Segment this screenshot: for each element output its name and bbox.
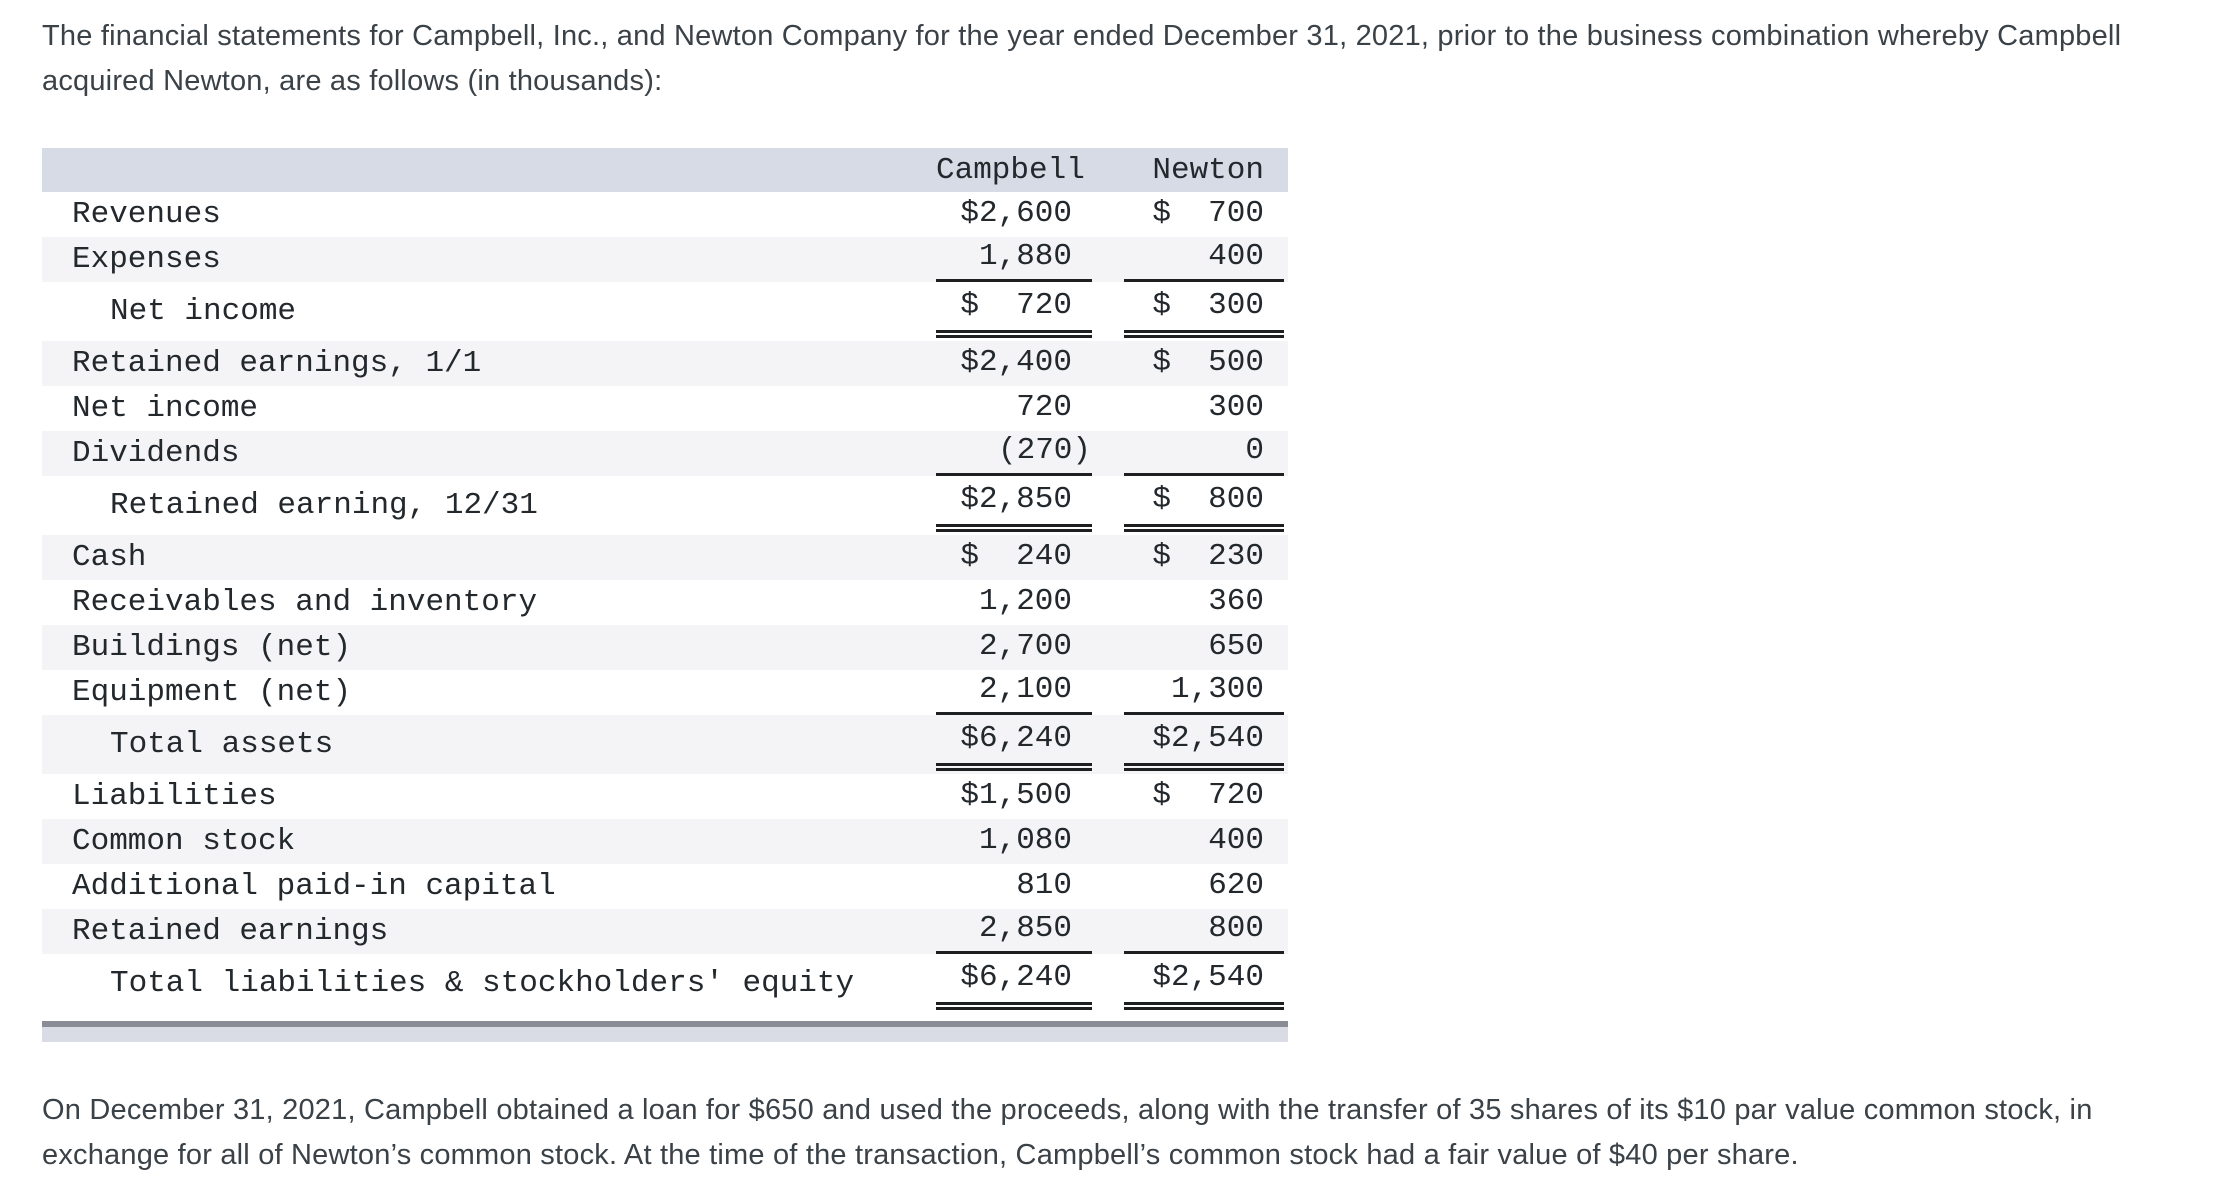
newton-value: 400 (1124, 237, 1284, 282)
newton-value: $ 300 (1124, 286, 1284, 338)
row-label: Total assets (110, 727, 334, 762)
table-row: Buildings (net) 2,700 650 (42, 625, 1288, 670)
campbell-value: $1,500 (960, 777, 1072, 813)
campbell-value: 1,080 (978, 822, 1072, 858)
row-label: Retained earnings (72, 914, 389, 949)
table-row: Retained earnings 2,850 800 (42, 909, 1288, 954)
newton-value: 650 (1208, 628, 1264, 664)
newton-value: 0 (1124, 431, 1284, 476)
table-body: Revenues $2,600 $ 700 Expenses 1,880 400… (42, 192, 1288, 1013)
column-header-newton: Newton (1152, 152, 1264, 188)
row-label: Additional paid-in capital (72, 869, 556, 904)
campbell-value: (270) (936, 431, 1092, 476)
row-label: Revenues (72, 197, 221, 232)
row-label: Retained earning, 12/31 (110, 488, 538, 523)
campbell-value: $6,240 (936, 958, 1092, 1010)
row-label: Expenses (72, 242, 221, 277)
table-row: Net income 720 300 (42, 386, 1288, 431)
newton-value: 800 (1124, 909, 1284, 954)
table-row: Dividends (270) 0 (42, 431, 1288, 476)
intro-paragraph: The financial statements for Campbell, I… (42, 20, 2122, 97)
table-row: Retained earning, 12/31 $2,850 $ 800 (42, 476, 1288, 535)
table-row: Total liabilities & stockholders' equity… (42, 954, 1288, 1013)
table-row: Net income $ 720 $ 300 (42, 282, 1288, 341)
newton-value: 300 (1208, 389, 1264, 425)
newton-value: 1,300 (1124, 670, 1284, 715)
row-label: Receivables and inventory (72, 585, 538, 620)
campbell-value: 1,200 (978, 583, 1072, 619)
table-row: Total assets $6,240 $2,540 (42, 715, 1288, 774)
newton-value: $ 500 (1152, 344, 1264, 380)
table-row: Additional paid-in capital 810 620 (42, 864, 1288, 909)
table-row: Cash $ 240 $ 230 (42, 535, 1288, 580)
scrollbar-thumb[interactable] (42, 1021, 1288, 1027)
row-label: Equipment (net) (72, 675, 352, 710)
table-row: Equipment (net) 2,100 1,300 (42, 670, 1288, 715)
row-label: Cash (72, 540, 147, 575)
row-label: Dividends (72, 436, 240, 471)
campbell-value: $2,600 (960, 195, 1072, 231)
row-label: Liabilities (72, 779, 277, 814)
table-row: Liabilities $1,500 $ 720 (42, 774, 1288, 819)
campbell-value: $ 240 (960, 538, 1072, 574)
campbell-value: $2,400 (960, 344, 1072, 380)
financial-statements-table: Campbell Newton Revenues $2,600 $ 700 Ex… (42, 148, 1288, 1042)
newton-value: $2,540 (1124, 958, 1284, 1010)
newton-value: 620 (1208, 867, 1264, 903)
newton-value: 400 (1208, 822, 1264, 858)
campbell-value: 2,850 (936, 909, 1092, 954)
row-label: Common stock (72, 824, 296, 859)
table-row: Revenues $2,600 $ 700 (42, 192, 1288, 237)
newton-value: $ 700 (1152, 195, 1264, 231)
row-label: Total liabilities & stockholders' equity (110, 966, 855, 1001)
footnote-paragraph: On December 31, 2021, Campbell obtained … (42, 1094, 2093, 1171)
newton-value: $ 230 (1152, 538, 1264, 574)
campbell-value: $2,850 (936, 480, 1092, 532)
campbell-value: $ 720 (936, 286, 1092, 338)
table-row: Common stock 1,080 400 (42, 819, 1288, 864)
newton-value: $ 800 (1124, 480, 1284, 532)
table-row: Retained earnings, 1/1 $2,400 $ 500 (42, 341, 1288, 386)
column-header-campbell: Campbell (936, 152, 1085, 188)
row-label: Retained earnings, 1/1 (72, 346, 482, 381)
table-row: Expenses 1,880 400 (42, 237, 1288, 282)
row-label: Net income (110, 294, 297, 329)
campbell-value: $6,240 (936, 719, 1092, 771)
newton-value: $2,540 (1124, 719, 1284, 771)
table-row: Receivables and inventory 1,200 360 (42, 580, 1288, 625)
newton-value: $ 720 (1152, 777, 1264, 813)
campbell-value: 2,100 (936, 670, 1092, 715)
campbell-value: 720 (1016, 389, 1072, 425)
newton-value: 360 (1208, 583, 1264, 619)
horizontal-scrollbar[interactable] (42, 1021, 1288, 1042)
campbell-value: 810 (1016, 867, 1072, 903)
campbell-value: 2,700 (978, 628, 1072, 664)
row-label: Net income (72, 391, 259, 426)
table-header-row: Campbell Newton (42, 148, 1288, 192)
row-label: Buildings (net) (72, 630, 352, 665)
campbell-value: 1,880 (936, 237, 1092, 282)
